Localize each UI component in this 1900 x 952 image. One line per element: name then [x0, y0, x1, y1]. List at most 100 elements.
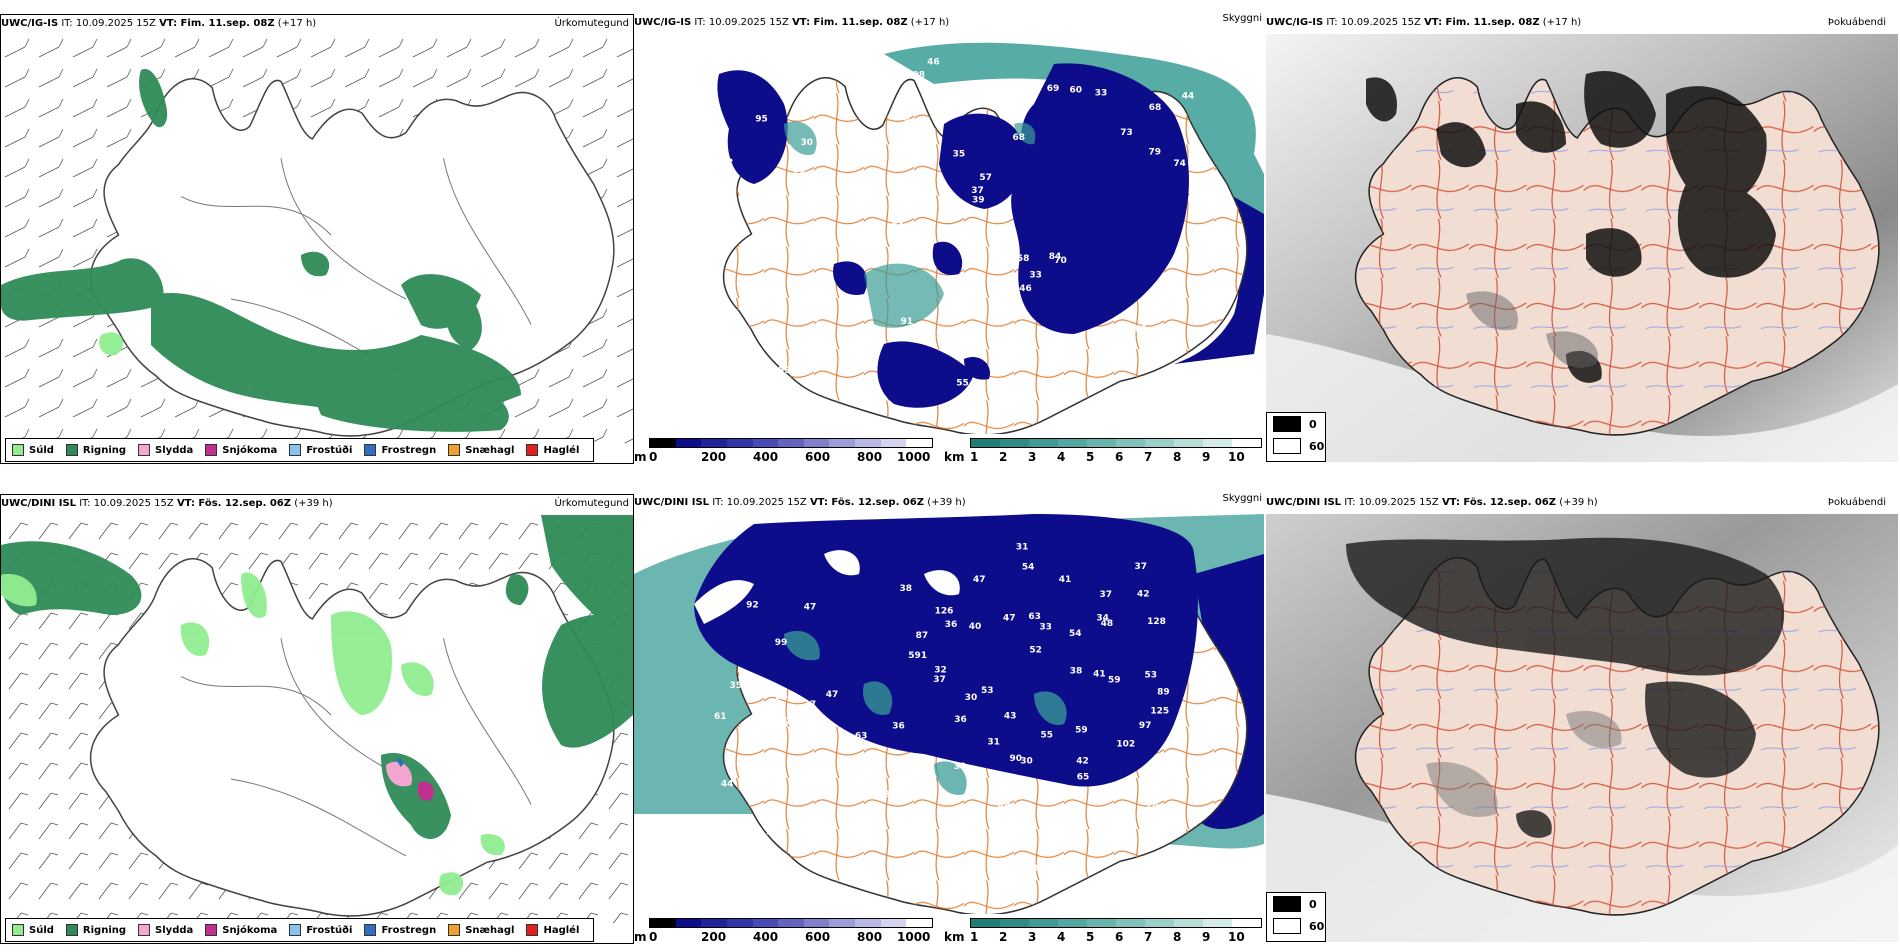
cloud-base-label: 47	[903, 824, 916, 834]
visibility-tick: 9	[1202, 450, 1211, 464]
legend-swatch	[364, 924, 377, 936]
cloud-map[interactable]: 84 91 68 84 68 153 88 35 33 42 79 88 61 57 70 95 108 85 58…	[634, 34, 1264, 434]
model-name: UWC/IG-IS	[1, 18, 59, 29]
visibility-tick: 1	[970, 450, 979, 464]
cloud-base-label: 153	[772, 366, 791, 376]
cloud-base-label: 81	[1135, 324, 1148, 334]
visibility-tick: 2	[999, 930, 1008, 944]
cloud-base-label: 36	[954, 715, 967, 725]
cloud-base-label: 91	[748, 187, 761, 197]
visibility-unit: km	[944, 930, 965, 944]
lead-time: (+17 h)	[910, 17, 950, 28]
legend-item: Snjókoma	[205, 924, 277, 936]
cloud-base-label: 108	[906, 70, 925, 80]
legend-label: Haglél	[543, 444, 580, 456]
panel-title: Úrkomutegund	[554, 18, 629, 29]
init-time: IT: 10.09.2025 15Z	[61, 18, 156, 29]
cloud-map[interactable]: 69 35 90 92 76 99 63 63 54 36 33 32 32 38 43 156 59 30 35 3…	[634, 514, 1264, 914]
legend-item: Slydda	[138, 924, 193, 936]
cloud-base-label: 37	[971, 186, 984, 196]
cloud-base-label: 65	[1077, 772, 1090, 782]
visibility-tick: 7	[1144, 450, 1153, 464]
cloud-base-label: 59	[1075, 726, 1088, 736]
visibility-colorbar: km 1 2 3 4 5 6 7 8 9 10	[944, 916, 1264, 952]
panel-title: Skyggni	[1222, 13, 1262, 24]
legend-swatch	[289, 444, 302, 456]
visibility-tick: 9	[1202, 930, 1211, 944]
legend-item: Frostúði	[289, 444, 352, 456]
precip-map[interactable]	[1, 515, 633, 923]
legend-swatch	[138, 444, 151, 456]
cloud-base-label: 47	[779, 717, 792, 727]
cloud-base-label: 63	[1028, 612, 1041, 622]
fog-legend-label: 60	[1309, 439, 1325, 453]
precip-panel-top: UWC/IG-IS IT: 10.09.2025 15Z VT: Fim. 11…	[0, 14, 634, 464]
cloud-base-label: 37	[1135, 562, 1148, 572]
cloud-base-label: 69	[1047, 84, 1060, 94]
fog-map[interactable]	[1266, 34, 1898, 462]
fog-legend: 0 60	[1266, 412, 1326, 462]
legend-swatch	[364, 444, 377, 456]
legend-label: Slydda	[155, 444, 194, 456]
legend-item: Súld	[12, 924, 54, 936]
cloud-base-label: 61	[916, 118, 929, 128]
fog-legend-row: 60	[1267, 435, 1325, 457]
cloud-base-label: 114	[800, 315, 819, 325]
cloud-base-label: 97	[1139, 721, 1152, 731]
legend-item: Frostregn	[364, 444, 436, 456]
cloud-base-label: 37	[771, 383, 784, 393]
cloud-base-label: 60	[1070, 86, 1083, 96]
fog-swatch	[1273, 416, 1301, 432]
cloud-base-label: 32	[934, 666, 947, 676]
legend-swatch	[205, 924, 218, 936]
cloud-base-label: 34	[750, 302, 763, 312]
fog-legend-row: 60	[1267, 915, 1325, 937]
ceiling-tick: 0	[649, 930, 658, 944]
cloud-base-label: 89	[818, 356, 831, 366]
visibility-tick: 2	[999, 450, 1008, 464]
cloud-base-label: 58	[775, 692, 788, 702]
cloud-base-label: 55	[1041, 731, 1054, 741]
cloud-base-label: 58	[1017, 254, 1030, 264]
fog-map[interactable]	[1266, 514, 1898, 942]
visibility-strip	[970, 918, 1262, 928]
cloud-base-label: 99	[1007, 328, 1020, 338]
precip-map[interactable]	[1, 35, 633, 443]
legend-label: Snæhagl	[465, 444, 515, 456]
visibility-tick: 6	[1115, 930, 1124, 944]
cloud-base-label: 46	[1019, 284, 1032, 294]
cloud-base-label: 32	[878, 790, 891, 800]
ceiling-tick: 600	[805, 930, 831, 944]
cloud-base-label: 102	[1116, 739, 1135, 749]
cloud-base-label: 37	[1100, 590, 1113, 600]
legend-swatch	[138, 924, 151, 936]
cloud-base-label: 43	[1004, 712, 1017, 722]
legend-item: Frostúði	[289, 924, 352, 936]
cloud-base-label: 31	[824, 202, 837, 212]
cloud-base-label: 84	[891, 222, 904, 232]
panel-title: Skyggni	[1222, 493, 1262, 504]
cloud-base-label: 54	[1069, 629, 1082, 639]
legend-swatch	[205, 444, 218, 456]
legend-label: Frostregn	[381, 924, 437, 936]
cloud-base-label: 138	[1008, 786, 1027, 796]
cloud-base-label: 91	[901, 317, 914, 327]
ceiling-tick: 400	[753, 450, 779, 464]
cloud-base-label: 35	[953, 150, 966, 160]
cloud-base-label: 39	[972, 195, 985, 205]
lead-time: (+39 h)	[927, 497, 966, 508]
cloud-base-label: 53	[1168, 819, 1181, 829]
model-name: UWC/DINI ISL	[1266, 497, 1342, 508]
legend-label: Frostregn	[381, 444, 437, 456]
cloud-base-label: 33	[1039, 623, 1052, 633]
cloud-base-label: 85	[1193, 177, 1206, 187]
cloud-base-label: 70	[1054, 256, 1067, 266]
cloud-base-label: 74	[817, 119, 830, 129]
cloud-base-label: 48	[998, 801, 1011, 811]
cloud-base-label: 54	[1022, 563, 1035, 573]
panel-title: Þokuábendi	[1827, 17, 1886, 28]
cloud-base-label: 35	[793, 720, 806, 730]
cloud-base-label: 92	[746, 600, 759, 610]
cloud-base-label: 87	[916, 631, 929, 641]
legend-swatch	[526, 924, 539, 936]
